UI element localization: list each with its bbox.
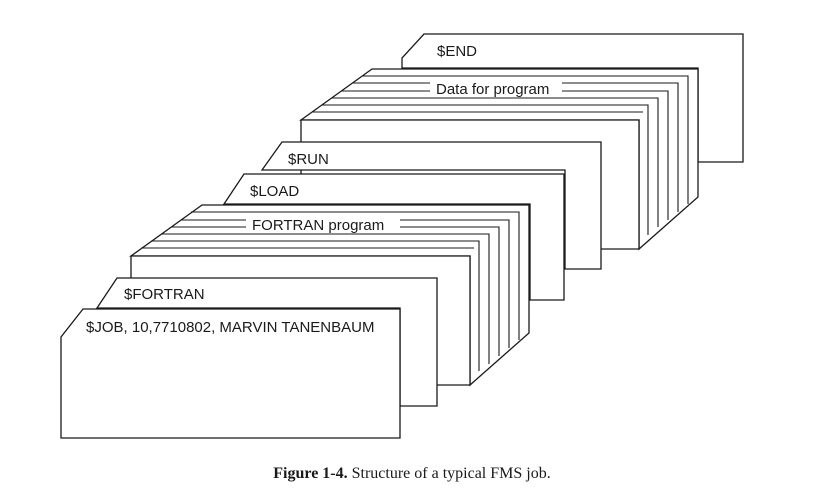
load-card: $LOAD [222, 173, 565, 301]
figure-number: Figure 1-4. [273, 465, 348, 482]
job-card-label: $JOB, 10,7710802, MARVIN TANENBAUM [86, 319, 374, 336]
end-card-label: $END [437, 43, 477, 60]
figure-caption-text: Structure of a typical FMS job. [351, 465, 551, 482]
job-card: $JOB, 10,7710802, MARVIN TANENBAUM [60, 308, 401, 439]
fortran-card-label: $FORTRAN [124, 286, 205, 303]
fortran-program-deck-label: FORTRAN program [252, 217, 384, 234]
run-card: $RUN [260, 141, 602, 270]
fortran-card: $FORTRAN [95, 277, 438, 407]
data-deck-label: Data for program [436, 81, 549, 98]
load-card-label: $LOAD [250, 183, 299, 200]
run-card-label: $RUN [288, 151, 329, 168]
figure-caption: Figure 1-4. Structure of a typical FMS j… [0, 465, 824, 483]
